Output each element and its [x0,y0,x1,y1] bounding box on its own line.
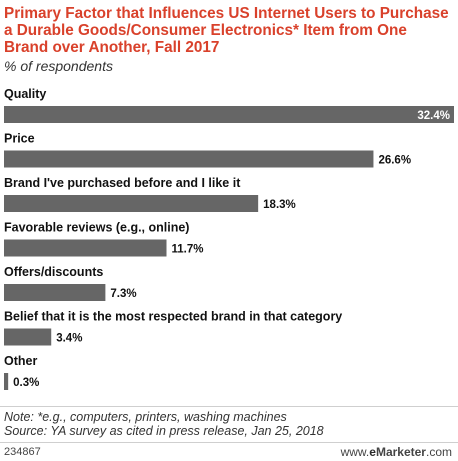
note-text: Note: *e.g., computers, printers, washin… [4,410,287,424]
bar-row: Offers/discounts 7.3% [4,265,137,301]
source-text: Source: YA survey as cited in press rele… [4,424,324,438]
bar-row: Favorable reviews (e.g., online) 11.7% [4,221,203,257]
bar [4,373,9,390]
bar-row: Other 0.3% [4,354,39,390]
value-label: 32.4% [417,110,450,122]
category-label: Favorable reviews (e.g., online) [4,221,189,235]
footer-divider [0,406,458,407]
bar [4,328,52,346]
value-label: 3.4% [56,333,82,345]
chart-title: Primary Factor that Influences US Intern… [4,5,449,56]
category-label: Belief that it is the most respected bra… [4,310,342,324]
value-label: 7.3% [110,288,136,300]
bar-row: Brand I've purchased before and I like i… [4,176,296,212]
category-label: Offers/discounts [4,265,103,279]
brand-name: Marketer [375,445,426,459]
bar-row: Quality 32.4% [4,87,454,123]
chart-subtitle: % of respondents [4,58,113,74]
bar [4,284,106,301]
bar [4,106,454,123]
bar [4,239,167,257]
brand-link[interactable]: www.eMarketer.com [341,445,452,459]
value-label: 11.7% [172,244,204,256]
bar [4,195,259,212]
bar [4,150,374,168]
category-label: Price [4,132,35,146]
category-label: Brand I've purchased before and I like i… [4,176,241,190]
bar-row: Belief that it is the most respected bra… [4,310,342,346]
value-label: 0.3% [13,377,39,389]
footer-line [0,442,458,443]
brand-e: e [369,445,376,459]
value-label: 18.3% [263,199,296,211]
chart-id: 234867 [4,446,41,458]
brand-suffix: .com [425,445,452,459]
value-label: 26.6% [378,155,411,167]
bar-row: Price 26.6% [4,132,411,168]
brand-prefix: www. [340,445,370,459]
bars-layer: Quality 32.4% Price 26.6% Brand I've purchas… [4,87,454,390]
category-label: Other [4,354,37,368]
category-label: Quality [4,87,46,101]
footer-notes: Note: *e.g., computers, printers, washin… [4,410,324,438]
